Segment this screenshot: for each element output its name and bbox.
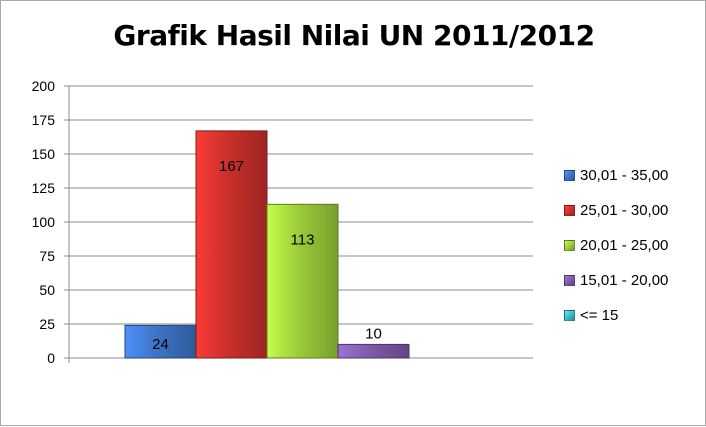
legend-item: 20,01 - 25,00 [564,233,668,257]
axes: 0 25 50 75 100 125 150 175 200 [32,78,533,366]
legend-item: 15,01 - 20,00 [564,268,668,292]
bar [337,343,410,359]
bar [195,130,268,359]
legend-item: 25,01 - 30,00 [564,198,668,222]
y-tick-label: 100 [32,214,56,230]
data-label: 167 [219,158,244,175]
data-label: 24 [152,336,169,353]
legend-item: <= 15 [564,303,668,327]
legend-swatch [564,239,575,251]
legend: 30,01 - 35,00 25,01 - 30,00 20,01 - 25,0… [564,163,668,338]
legend-swatch [564,309,575,321]
legend-swatch [564,204,575,216]
y-tick-label: 175 [32,112,56,128]
legend-label: 30,01 - 35,00 [580,166,669,184]
y-tick-label: 200 [32,78,56,94]
y-tick-label: 25 [39,316,55,332]
y-tick-label: 50 [39,282,55,298]
bar [124,324,197,359]
data-label: 10 [365,325,382,342]
y-tick-label: 125 [32,180,56,196]
legend-label: 25,01 - 30,00 [580,201,669,219]
data-labels: 24 167 113 10 [152,158,382,353]
chart-title: Grafik Hasil Nilai UN 2011/2012 [113,19,595,52]
legend-label: <= 15 [580,306,619,324]
y-tick-label: 75 [39,248,55,264]
legend-label: 15,01 - 20,00 [580,271,669,289]
bars [124,130,410,359]
legend-swatch [564,274,575,286]
bar [266,203,339,359]
legend-item: 30,01 - 35,00 [564,163,668,187]
y-tick-label: 150 [32,146,56,162]
legend-swatch [564,169,575,181]
data-label: 113 [291,231,315,248]
legend-label: 20,01 - 25,00 [580,236,669,254]
y-tick-label: 0 [47,350,55,366]
